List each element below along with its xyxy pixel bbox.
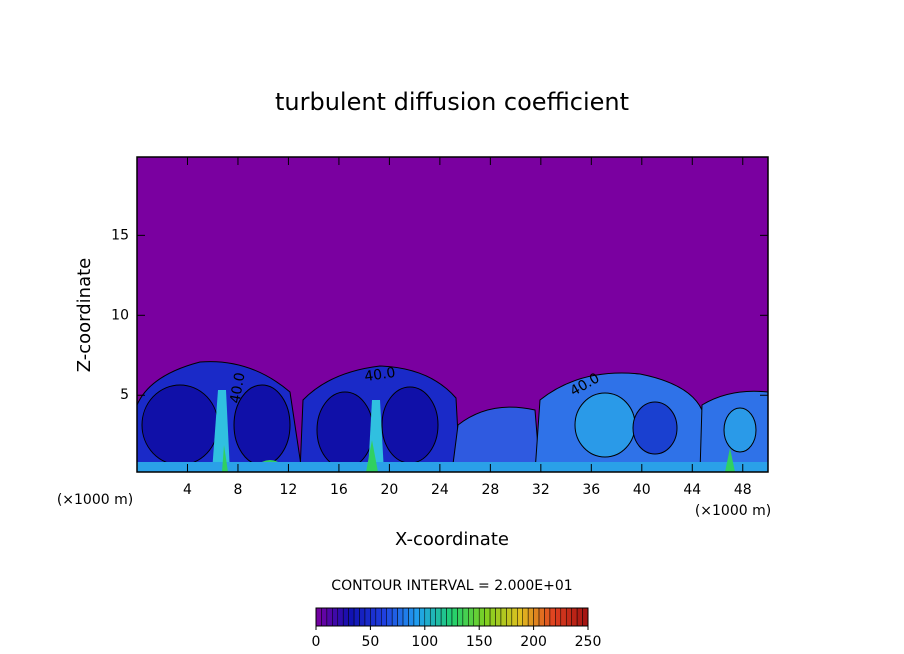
colorbar-cell: [538, 607, 545, 627]
field-region: [632, 401, 678, 455]
colorbar-cell: [582, 607, 589, 627]
x-unit-label: (×1000 m): [695, 503, 771, 519]
colorbar-cell: [462, 607, 469, 627]
plot-frame: [136, 156, 769, 473]
colorbar-cell: [386, 607, 393, 627]
colorbar-cell: [321, 607, 328, 627]
colorbar-cell: [359, 607, 366, 627]
colorbar-cell: [555, 607, 562, 627]
colorbar-tick-label: 250: [575, 634, 602, 650]
y-tick-label: 15: [111, 227, 129, 243]
field-region: [451, 406, 541, 473]
x-unit-label: (×1000 m): [57, 492, 133, 508]
colorbar-tick-label: 0: [312, 634, 321, 650]
y-tick-label: 10: [111, 307, 129, 323]
colorbar-cell: [440, 607, 447, 627]
colorbar-cell: [381, 607, 387, 627]
colorbar-cell: [527, 607, 534, 627]
x-tick-label: 16: [330, 482, 348, 498]
colorbar-cell: [511, 607, 518, 627]
field-region: [574, 392, 636, 458]
colorbar-tick-label: 150: [466, 634, 493, 650]
y-axis-label: Z-coordinate: [74, 258, 95, 373]
colorbar-cell: [468, 607, 475, 627]
x-tick-label: 12: [280, 482, 298, 498]
x-tick-label: 36: [582, 482, 600, 498]
colorbar-cell: [473, 607, 480, 627]
colorbar-cell: [364, 607, 371, 627]
x-tick-label: 44: [683, 482, 701, 498]
colorbar-cell: [342, 607, 349, 627]
x-tick-label: 24: [431, 482, 449, 498]
colorbar-cell: [348, 607, 355, 627]
colorbar-cell: [571, 607, 578, 627]
colorbar-cell: [408, 607, 415, 627]
colorbar-cell: [435, 607, 442, 627]
colorbar-tick-label: 100: [411, 634, 438, 650]
colorbar-cell: [353, 607, 360, 627]
colorbar-cell: [370, 607, 377, 627]
contour-label: 40.0: [227, 371, 248, 404]
x-tick-label: 4: [183, 482, 192, 498]
colorbar-cell: [549, 607, 556, 627]
colorbar-cell: [484, 607, 491, 627]
colorbar-cell: [337, 607, 344, 627]
colorbar-cell: [326, 607, 333, 627]
colorbar-cell: [446, 607, 453, 627]
x-tick-label: 32: [532, 482, 550, 498]
colorbar-cell: [457, 607, 464, 627]
colorbar-cell: [391, 607, 398, 627]
colorbar-cell: [315, 607, 322, 627]
field-region: [723, 407, 757, 453]
colorbar-cell: [397, 607, 404, 627]
x-tick-label: 48: [734, 482, 752, 498]
colorbar-cell: [332, 607, 339, 627]
colorbar-cell: [565, 607, 572, 627]
colorbar-cell: [424, 607, 431, 627]
x-tick-label: 28: [481, 482, 499, 498]
plot-area: 40.0 40.0 40.0: [136, 156, 769, 473]
colorbar-cell: [576, 607, 583, 627]
colorbar-tick-label: 50: [361, 634, 379, 650]
chart-title: turbulent diffusion coefficient: [275, 88, 629, 116]
colorbar-cell: [495, 607, 502, 627]
field-region: [381, 386, 439, 464]
contour-interval: CONTOUR INTERVAL = 2.000E+01: [331, 578, 572, 594]
colorbar-tick-label: 200: [520, 634, 547, 650]
colorbar-cell: [500, 607, 507, 627]
colorbar-cell: [517, 607, 523, 627]
field-region: [212, 390, 230, 472]
x-tick-label: 40: [633, 482, 651, 498]
colorbar-cell: [544, 607, 551, 627]
x-axis-label: X-coordinate: [395, 529, 509, 550]
colorbar-cell: [560, 607, 567, 627]
colorbar-cell: [429, 607, 436, 627]
field-region: [137, 462, 768, 472]
x-tick-label: 20: [380, 482, 398, 498]
colorbar-frame: [315, 607, 589, 627]
colorbar-cell: [506, 607, 513, 627]
contour-label: 40.0: [363, 365, 396, 385]
colorbar-cell: [413, 607, 420, 627]
colorbar-cell: [533, 607, 540, 627]
colorbar-cell: [402, 607, 409, 627]
y-tick-label: 5: [120, 387, 129, 403]
field-region: [316, 391, 374, 469]
colorbar-cell: [451, 607, 458, 627]
x-tick-label: 8: [233, 482, 242, 498]
colorbar-cell: [419, 607, 426, 627]
colorbar-cell: [375, 607, 382, 627]
colorbar-cell: [478, 607, 485, 627]
field-region: [141, 384, 219, 466]
colorbar-cell: [489, 607, 496, 627]
colorbar-cell: [522, 607, 529, 627]
